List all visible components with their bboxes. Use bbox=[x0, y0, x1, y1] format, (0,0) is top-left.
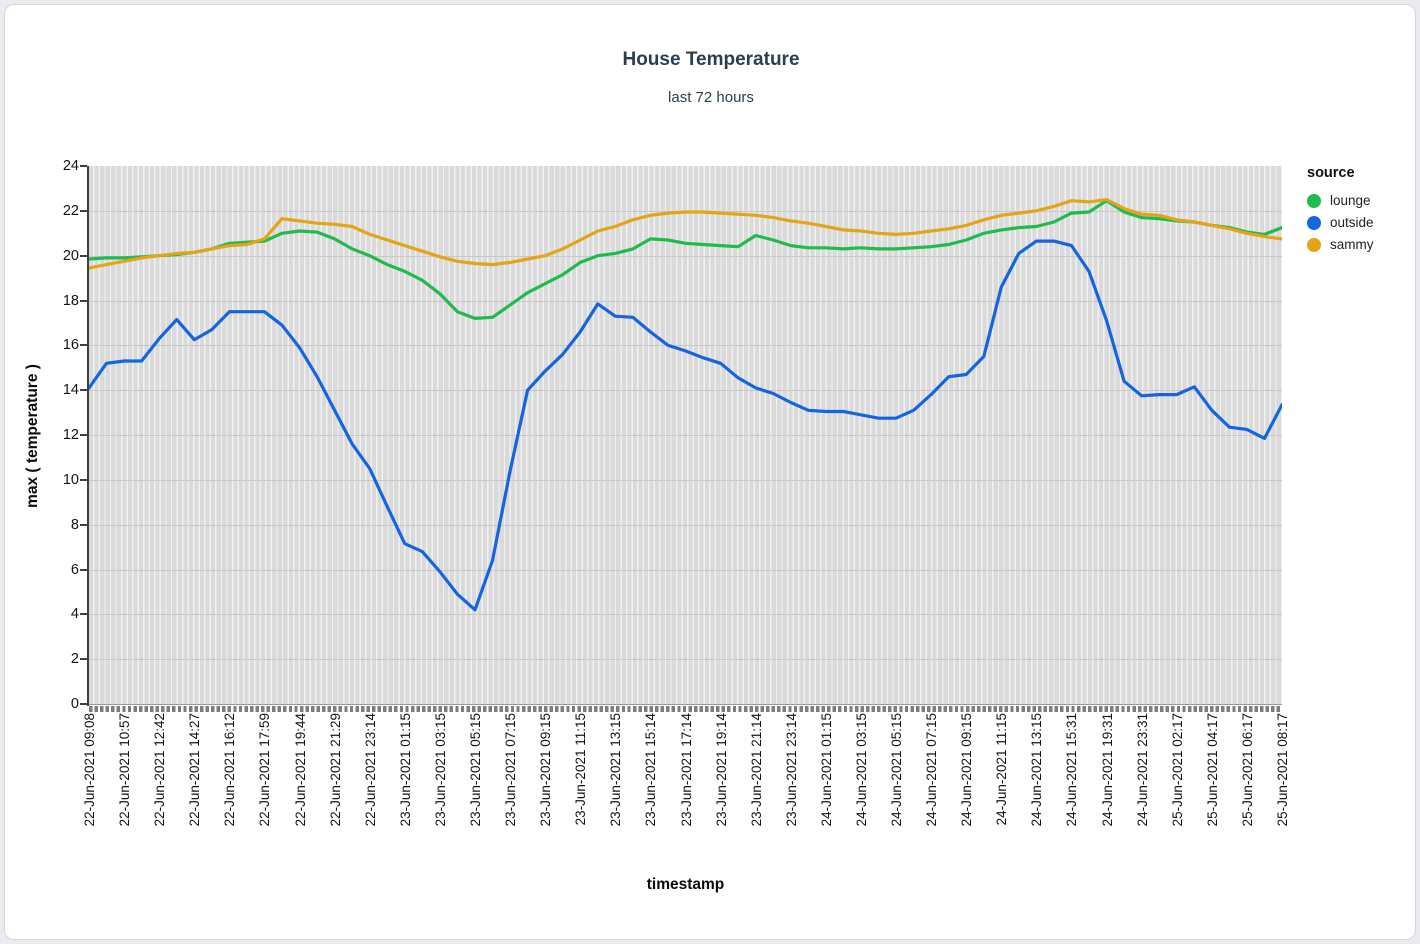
y-tick-label: 14 bbox=[62, 382, 79, 399]
x-tick-label: 23-Jun-2021 21:14 bbox=[748, 713, 764, 827]
x-tick-label: 25-Jun-2021 06:17 bbox=[1239, 713, 1255, 827]
x-tick-label: 23-Jun-2021 03:15 bbox=[432, 713, 448, 827]
x-tick-label: 24-Jun-2021 03:15 bbox=[853, 713, 869, 827]
y-tick-label: 2 bbox=[70, 651, 79, 668]
y-gridline bbox=[89, 524, 1282, 526]
y-tick-mark bbox=[80, 165, 87, 167]
x-tick-label: 24-Jun-2021 11:15 bbox=[994, 713, 1010, 826]
y-gridline bbox=[89, 390, 1282, 392]
y-tick-mark bbox=[80, 209, 87, 212]
y-gridline bbox=[89, 435, 1282, 436]
x-axis-line bbox=[89, 704, 1282, 705]
series-line-lounge bbox=[89, 199, 1282, 320]
y-tick-mark bbox=[80, 478, 87, 481]
x-tick-label: 23-Jun-2021 11:15 bbox=[573, 713, 589, 826]
y-gridline bbox=[89, 614, 1282, 616]
x-tick-label: 22-Jun-2021 14:27 bbox=[187, 713, 203, 827]
x-tick-label: 23-Jun-2021 23:14 bbox=[783, 713, 799, 827]
x-tick-label: 24-Jun-2021 01:15 bbox=[818, 713, 834, 827]
y-tick-label: 4 bbox=[70, 606, 79, 623]
y-tick-mark bbox=[80, 523, 87, 526]
legend-title: source bbox=[1307, 165, 1355, 181]
x-tick-label: 24-Jun-2021 05:15 bbox=[889, 713, 905, 827]
y-gridline bbox=[89, 255, 1282, 257]
series-line-outside bbox=[89, 239, 1282, 612]
x-tick-label: 22-Jun-2021 23:14 bbox=[362, 713, 378, 827]
y-tick-label: 12 bbox=[62, 427, 79, 443]
x-tick-label: 23-Jun-2021 07:15 bbox=[503, 713, 519, 827]
x-tick-label: 23-Jun-2021 05:15 bbox=[467, 713, 483, 827]
x-tick-label: 23-Jun-2021 15:14 bbox=[643, 713, 659, 827]
x-tick-label: 24-Jun-2021 19:31 bbox=[1099, 713, 1115, 827]
y-tick-mark bbox=[80, 254, 87, 257]
sammy-color-dot-icon bbox=[1307, 237, 1321, 252]
y-tick-mark bbox=[80, 658, 87, 661]
legend-item-label: sammy bbox=[1330, 237, 1374, 252]
x-tick-label: 23-Jun-2021 09:15 bbox=[538, 713, 554, 827]
x-tick-label: 23-Jun-2021 19:14 bbox=[713, 713, 729, 827]
x-tick-label: 22-Jun-2021 17:59 bbox=[257, 713, 273, 827]
y-gridline bbox=[89, 659, 1282, 661]
x-tick-label: 23-Jun-2021 13:15 bbox=[608, 713, 624, 827]
x-axis-title: timestamp bbox=[646, 876, 725, 893]
x-tick-label: 23-Jun-2021 01:15 bbox=[397, 713, 413, 827]
y-tick-label: 18 bbox=[62, 292, 79, 309]
legend-item-label: outside bbox=[1330, 215, 1374, 230]
legend-item-label: lounge bbox=[1330, 193, 1371, 208]
x-tick-label: 24-Jun-2021 23:31 bbox=[1134, 713, 1150, 827]
x-tick-label: 24-Jun-2021 07:15 bbox=[924, 713, 940, 827]
y-tick-label: 24 bbox=[62, 158, 79, 174]
x-tick-label: 23-Jun-2021 17:14 bbox=[678, 713, 694, 827]
y-gridline bbox=[89, 479, 1282, 481]
x-tick-label: 24-Jun-2021 09:15 bbox=[959, 713, 975, 827]
y-tick-label: 0 bbox=[70, 696, 79, 712]
y-tick-mark bbox=[80, 344, 87, 347]
y-tick-label: 22 bbox=[62, 202, 79, 219]
series-layer bbox=[89, 197, 1282, 612]
x-tick-label: 22-Jun-2021 12:42 bbox=[152, 713, 168, 827]
chart-card: House Temperature last 72 hours timestam… bbox=[4, 4, 1416, 940]
y-axis-line bbox=[87, 166, 89, 706]
x-tick-label: 22-Jun-2021 10:57 bbox=[117, 713, 133, 827]
x-tick-label: 22-Jun-2021 09:08 bbox=[82, 713, 97, 827]
y-tick-mark bbox=[80, 568, 87, 571]
y-tick-mark bbox=[80, 299, 87, 302]
y-tick-label: 6 bbox=[70, 561, 79, 578]
lounge-color-dot-icon bbox=[1307, 193, 1321, 208]
y-tick-mark bbox=[80, 703, 87, 705]
y-gridline bbox=[89, 300, 1282, 302]
legend-item-lounge[interactable]: lounge bbox=[1307, 193, 1415, 208]
y-tick-mark bbox=[80, 434, 87, 436]
y-tick-label: 10 bbox=[62, 471, 79, 488]
x-tick-label: 24-Jun-2021 13:15 bbox=[1029, 713, 1045, 827]
x-tick-label: 25-Jun-2021 02:17 bbox=[1169, 713, 1185, 827]
y-tick-mark bbox=[80, 389, 87, 392]
x-tick-label: 24-Jun-2021 15:31 bbox=[1064, 713, 1080, 827]
chart-subtitle: last 72 hours bbox=[668, 89, 754, 106]
y-tick-label: 16 bbox=[62, 337, 79, 354]
y-gridline bbox=[89, 569, 1282, 571]
legend-item-outside[interactable]: outside bbox=[1307, 215, 1415, 230]
y-tick-mark bbox=[80, 613, 87, 616]
legend: source lounge outside sammy bbox=[1307, 165, 1415, 259]
x-tick-label: 25-Jun-2021 08:17 bbox=[1275, 713, 1290, 827]
y-gridline bbox=[89, 345, 1282, 347]
outside-color-dot-icon bbox=[1307, 215, 1321, 230]
x-tick-label: 22-Jun-2021 16:12 bbox=[222, 713, 238, 827]
y-tick-label: 20 bbox=[62, 247, 79, 264]
x-axis-minor-ticks bbox=[89, 706, 1282, 712]
chart-title: House Temperature bbox=[622, 49, 800, 70]
series-line-sammy bbox=[89, 197, 1282, 270]
x-tick-label: 22-Jun-2021 21:29 bbox=[327, 713, 343, 827]
x-tick-label: 22-Jun-2021 19:44 bbox=[292, 713, 308, 827]
legend-item-sammy[interactable]: sammy bbox=[1307, 237, 1415, 252]
y-tick-label: 8 bbox=[70, 516, 79, 533]
x-tick-label: 25-Jun-2021 04:17 bbox=[1204, 713, 1220, 827]
